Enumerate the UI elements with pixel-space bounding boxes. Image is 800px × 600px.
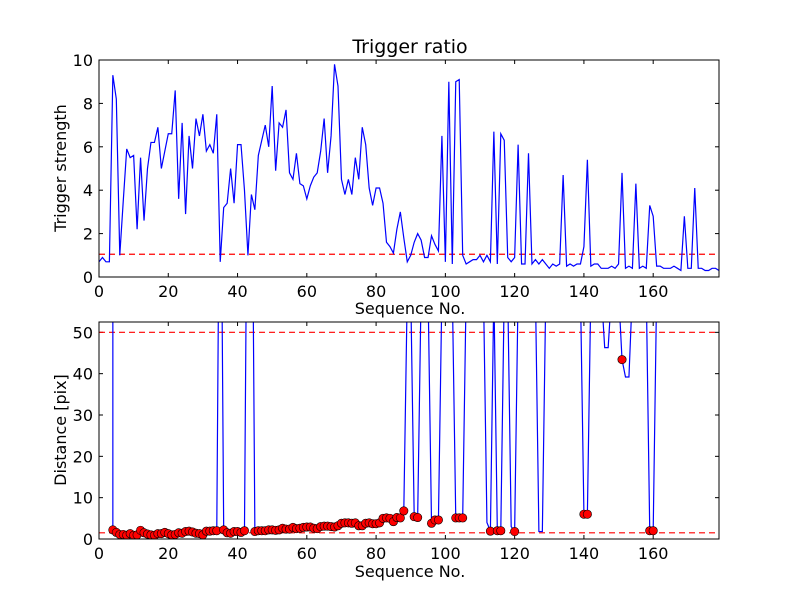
data-point — [617, 355, 627, 365]
y-axis-ticks: 0 2 4 6 8 10 — [73, 51, 719, 287]
data-point — [433, 515, 443, 525]
x-tick-label: 40 — [227, 282, 247, 301]
distance-chart: Sequence No. Distance [pix] 0 20 40 60 80 100… — [51, 321, 720, 581]
y-tick-label: 30 — [73, 406, 93, 425]
x-tick-label: 120 — [499, 544, 530, 563]
data-point — [510, 527, 520, 537]
y-tick-label: 0 — [83, 268, 93, 287]
data-point — [399, 506, 409, 516]
plot-clip-group — [99, 64, 719, 272]
y-tick-label: 10 — [73, 51, 93, 70]
data-point — [413, 513, 423, 523]
x-axis-label: Sequence No. — [355, 562, 466, 581]
x-tick-label: 120 — [499, 282, 530, 301]
x-tick-label: 100 — [430, 282, 461, 301]
x-tick-label: 60 — [297, 282, 317, 301]
x-tick-label: 60 — [297, 544, 317, 563]
trigger-ratio-chart: Trigger ratio Sequence No. Trigger stren… — [51, 36, 720, 318]
x-tick-label: 20 — [158, 282, 178, 301]
data-point — [496, 526, 506, 536]
x-tick-label: 160 — [638, 282, 669, 301]
y-tick-label: 4 — [83, 181, 93, 200]
y-tick-label: 0 — [83, 530, 93, 549]
data-point — [239, 526, 249, 536]
axes-frame — [98, 321, 720, 540]
chart-title: Trigger ratio — [351, 36, 467, 58]
y-tick-label: 8 — [83, 94, 93, 113]
y-tick-label: 2 — [83, 225, 93, 244]
y-tick-label: 20 — [73, 447, 93, 466]
data-point — [648, 526, 658, 536]
data-point — [458, 513, 468, 523]
x-axis-ticks: 0 20 40 60 80 100 120 140 160 — [94, 60, 669, 301]
x-tick-label: 140 — [569, 544, 600, 563]
y-tick-label: 50 — [73, 323, 93, 342]
data-point — [582, 509, 592, 519]
x-tick-label: 160 — [638, 544, 669, 563]
x-tick-label: 80 — [366, 544, 386, 563]
y-tick-label: 10 — [73, 489, 93, 508]
y-tick-label: 6 — [83, 138, 93, 157]
x-tick-label: 100 — [430, 544, 461, 563]
x-tick-label: 0 — [94, 282, 104, 301]
y-axis-ticks: 0 10 20 30 40 50 — [73, 323, 719, 549]
axes-frame — [98, 59, 720, 278]
plot-area — [98, 321, 720, 540]
x-axis-label: Sequence No. — [355, 299, 466, 318]
x-tick-label: 0 — [94, 544, 104, 563]
x-tick-label: 140 — [569, 282, 600, 301]
series-line — [99, 64, 719, 272]
x-tick-label: 80 — [366, 282, 386, 301]
y-axis-label: Distance [pix] — [51, 374, 70, 486]
plot-clip-group — [99, 322, 719, 539]
x-tick-label: 20 — [158, 544, 178, 563]
x-tick-label: 40 — [227, 544, 247, 563]
plot-area — [98, 59, 720, 278]
y-axis-label: Trigger strength — [51, 104, 70, 233]
y-tick-label: 40 — [73, 365, 93, 384]
x-axis-ticks: 0 20 40 60 80 100 120 140 160 — [94, 322, 669, 563]
